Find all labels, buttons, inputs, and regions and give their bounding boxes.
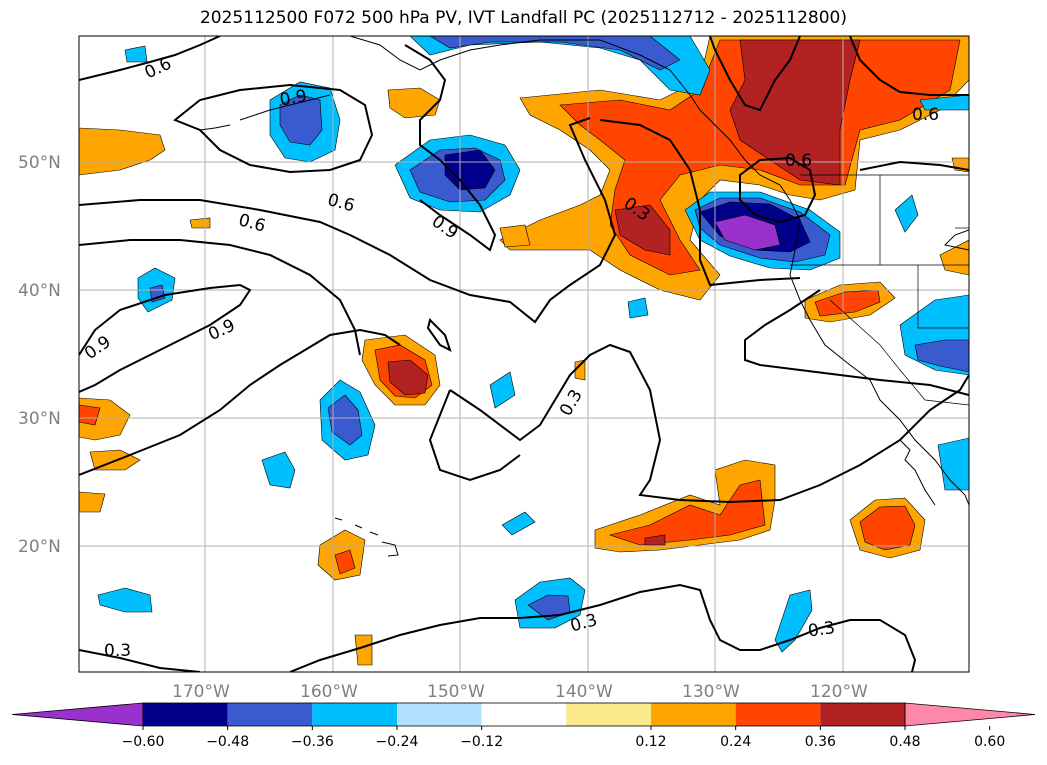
colorbar-segment (143, 703, 228, 726)
colorbar-segment (651, 703, 736, 726)
colorbar-tick-label: −0.24 (376, 734, 419, 750)
colorbar-segment (481, 703, 567, 726)
contour-label: 0.6 (912, 105, 939, 125)
map-frame (78, 35, 970, 673)
state-borders (790, 174, 969, 406)
negative-anomaly-shading (97, 36, 969, 653)
map-title: 2025112500 F072 500 hPa PV, IVT Landfall… (199, 8, 847, 28)
coastlines (199, 36, 969, 506)
contour-label: 0.3 (104, 641, 131, 661)
colorbar-tick-label: 0.12 (635, 734, 666, 750)
lat-label-30n: 30°N (18, 409, 61, 429)
colorbar-tick-label: −0.36 (291, 734, 334, 750)
lat-label-40n: 40°N (18, 281, 61, 301)
colorbar-frame (142, 702, 906, 727)
colorbar-ticks: −0.60 −0.48 −0.36 −0.24 −0.12 0.12 0.24 0.36 0.4… (122, 726, 1005, 750)
colorbar-segment (735, 703, 821, 726)
lon-label-170w: 170°W (172, 682, 230, 702)
colorbar-tick-label: 0.60 (974, 734, 1005, 750)
colorbar-tick-label: 0.24 (720, 734, 751, 750)
latitude-labels: 50°N 40°N 30°N 20°N (18, 153, 61, 557)
colorbar-segment (566, 703, 651, 726)
colorbar-segment (312, 703, 397, 726)
colorbar-extend-high (904, 702, 1036, 727)
colorbar-tick-label: 0.36 (805, 734, 836, 750)
colorbar-segment (227, 703, 313, 726)
colorbar (11, 702, 1036, 727)
grid-lines (79, 36, 969, 672)
hawaii-islands (334, 517, 399, 557)
lat-label-20n: 20°N (18, 537, 61, 557)
lon-label-120w: 120°W (810, 682, 868, 702)
pv-contours (79, 36, 969, 672)
colorbar-extend-low (11, 702, 144, 727)
colorbar-segment (820, 703, 905, 726)
contour-label: 0.3 (807, 618, 837, 642)
contour-label: 0.9 (278, 86, 308, 110)
map-plot-area: 0.6 0.9 0.6 0.6 0.9 0.3 0.6 0.6 0.9 0.9 … (79, 36, 969, 672)
lat-label-50n: 50°N (18, 153, 61, 173)
lon-label-150w: 150°W (427, 682, 485, 702)
positive-anomaly-shading (79, 36, 969, 666)
lon-label-140w: 140°W (555, 682, 613, 702)
contour-label: 0.6 (785, 151, 812, 171)
colorbar-segment (397, 703, 482, 726)
colorbar-tick-label: 0.48 (889, 734, 920, 750)
colorbar-tick-label: −0.60 (122, 734, 165, 750)
lon-label-160w: 160°W (300, 682, 358, 702)
colorbar-tick-label: −0.12 (460, 734, 503, 750)
longitude-labels: 170°W 160°W 150°W 140°W 130°W 120°W (172, 682, 868, 702)
lon-label-130w: 130°W (682, 682, 740, 702)
colorbar-tick-label: −0.48 (206, 734, 249, 750)
